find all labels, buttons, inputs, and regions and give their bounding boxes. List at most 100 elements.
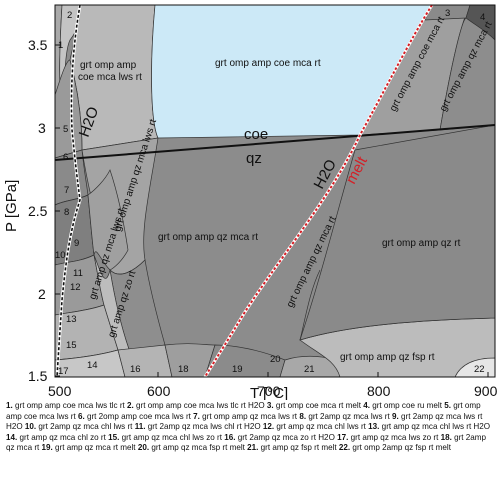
field-number: 2 (67, 10, 72, 21)
legend-entry-number: 5. (444, 401, 451, 410)
legend-entry-text: grt 2amp qz mca chl lws rt (36, 422, 135, 432)
legend-entry-number: 10. (24, 422, 37, 432)
qz-label: qz (246, 150, 262, 167)
field-label: grt omp amp qz mca rt (158, 232, 258, 243)
coe-qz-boundary (55, 124, 495, 161)
legend-entry-text: grt omp amp coe mca lws tlc rt (12, 401, 128, 410)
legend-entry-text: grt amp qz fsp rt melt (258, 443, 339, 453)
field-number: 18 (178, 364, 189, 375)
legend: 1. grt omp amp coe mca lws tlc rt 2. grt… (6, 401, 496, 454)
legend-entry: 3. grt omp coe mca rt melt (267, 401, 363, 410)
field-number: 6 (63, 152, 68, 163)
legend-entry: 4. grt omp coe ru melt (363, 401, 444, 410)
legend-entry-number: 12. (262, 422, 275, 432)
field-number: 9 (74, 238, 79, 249)
legend-entry-number: 21. (247, 443, 259, 453)
legend-entry: 18. grt 2amp qz mca rt (6, 433, 486, 453)
legend-entry: 19. grt amp qz mca rt melt (42, 443, 138, 452)
legend-entry: 2. grt omp amp coe mca lws tlc rt H2O (127, 401, 267, 410)
legend-entry-number: 17. (337, 432, 349, 442)
field-number: 16 (130, 364, 141, 375)
legend-entry-text: grt 2amp qz mca lws rt (306, 411, 392, 421)
legend-entry: 20. grt amp qz mca fsp rt melt (138, 443, 247, 452)
y-tick-label: 1.5 (28, 368, 48, 384)
field-number: 4 (480, 12, 485, 23)
legend-entry: 17. grt amp qz mca lws zo rt (337, 433, 440, 442)
field-number: 19 (232, 364, 243, 375)
y-tick-label: 2.5 (28, 203, 48, 219)
legend-entry: 8. grt 2amp qz mca lws rt (299, 412, 392, 421)
legend-entry-number: 1. (6, 401, 13, 410)
legend-entry-number: 11. (134, 422, 146, 432)
legend-entry-number: 9. (391, 411, 399, 421)
legend-entry-text: grt omp coe mca rt melt (273, 401, 364, 410)
coe-label: coe (244, 126, 268, 143)
y-tick-label: 3.5 (28, 37, 48, 53)
legend-entry-number: 3. (266, 401, 274, 410)
legend-entry: 1. grt omp amp coe mca lws tlc rt (6, 401, 127, 410)
legend-entry-number: 8. (299, 411, 307, 421)
legend-entry-text: grt 2amp qz mca rt (6, 432, 487, 453)
legend-entry-number: 7. (193, 411, 200, 421)
field-numbers: 1 2 3 4 5 6 7 8 9 10 11 12 13 14 15 16 1… (55, 8, 485, 377)
legend-entry-number: 20. (137, 443, 150, 453)
legend-entry-number: 13. (368, 422, 380, 432)
y-axis: 1.5 2 2.5 3 3.5 P [GPa] (3, 37, 60, 384)
legend-entry-number: 22. (338, 443, 351, 453)
legend-entry-text: grt amp qz mca fsp rt melt (149, 443, 248, 453)
x-tick-label: 800 (367, 383, 391, 399)
legend-entry-text: grt omp amp qz mca lws rt (199, 411, 300, 421)
legend-entry-number: 2. (127, 401, 134, 410)
field-number: 1 (58, 40, 63, 51)
phase-diagram: 500 600 700 800 900 T [°C] 1.5 2 2.5 3 3… (3, 4, 498, 400)
x-tick-label: 900 (474, 383, 498, 399)
field-number: 7 (64, 185, 69, 196)
legend-entry-text: grt amp qz mca chl zo rt (17, 432, 109, 442)
legend-entry-number: 6. (77, 411, 85, 421)
legend-entry-number: 19. (41, 443, 53, 453)
legend-entry: 7. grt omp amp qz mca lws rt (193, 412, 299, 421)
boundary-inner-1 (299, 269, 321, 341)
field-number: 3 (445, 8, 450, 19)
field-label: grt omp amp (80, 60, 137, 71)
field-number: 17 (58, 366, 69, 377)
legend-entry-number: 4. (363, 401, 370, 410)
legend-entry: 15. grt amp qz mca chl lws zo rt (108, 433, 224, 442)
legend-entry: 12. grt amp qz mca chl lws rt (263, 422, 368, 431)
field-label: grt omp amp coe mca rt (215, 58, 321, 69)
field-number: 13 (66, 314, 77, 325)
x-axis: 500 600 700 800 900 T [°C] (48, 372, 498, 400)
field-8 (87, 169, 129, 271)
melt-solidus-line (203, 5, 434, 377)
field-16 (117, 344, 173, 377)
legend-entry-text: grt omp amp coe mca lws tlc rt H2O (133, 401, 267, 410)
legend-entry-number: 18. (440, 432, 452, 442)
field-number: 22 (474, 364, 485, 375)
legend-entry-text: grt omp 2amp qz fsp rt melt (350, 443, 451, 453)
h2o-saturation-line-left-dash (56, 5, 81, 377)
x-tick-label: 600 (147, 383, 171, 399)
plot-area (55, 5, 495, 377)
field-number: 15 (66, 340, 77, 351)
legend-entry: 11. grt 2amp qz mca lws chl rt H2O (135, 422, 263, 431)
field-22 (454, 357, 495, 377)
field-label: grt omp amp qz fsp rt (340, 352, 435, 363)
field-number: 20 (270, 354, 281, 365)
legend-entry-number: 14. (6, 432, 18, 442)
legend-entry: 22. grt omp 2amp qz fsp rt melt (339, 443, 451, 452)
field-number: 21 (304, 364, 315, 375)
x-tick-label: 700 (257, 383, 281, 399)
y-tick-label: 3 (38, 120, 46, 136)
field-label: coe mca lws rt (78, 72, 142, 83)
legend-entry: 14. grt amp qz mca chl zo rt (6, 433, 108, 442)
field-number: 14 (87, 360, 98, 371)
field-label: grt omp amp qz rt (382, 238, 461, 249)
field-number: 12 (70, 282, 81, 293)
legend-entry-text: grt 2amp qz mca lws chl rt H2O (145, 422, 263, 432)
legend-entry: 10. grt 2amp qz mca chl lws rt (25, 422, 135, 431)
legend-entry-text: grt amp qz mca chl lws rt (274, 422, 369, 432)
legend-entry-text: grt 2omp amp coe mca lws rt (84, 411, 194, 421)
field-number: 10 (55, 250, 66, 261)
legend-entry: 16. grt 2amp qz mca zo rt H2O (224, 433, 337, 442)
plot-frame (54, 4, 496, 378)
